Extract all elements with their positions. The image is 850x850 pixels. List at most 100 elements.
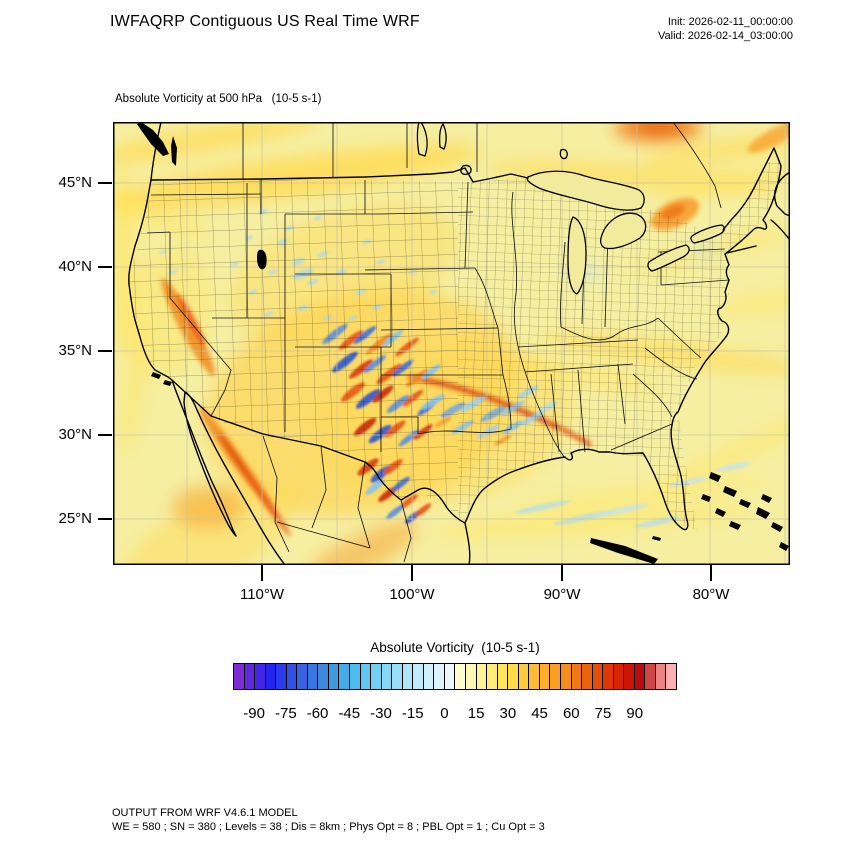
vorticity-blob [515, 500, 571, 514]
lake-erie [647, 244, 690, 272]
valid-time: Valid: 2026-02-14_03:00:00 [658, 30, 793, 42]
vorticity-blob [113, 167, 135, 357]
colorbar-tick-label: -60 [306, 705, 329, 722]
colorbar-cell [276, 664, 287, 689]
colorbar-cell [328, 664, 340, 689]
colorbar-cell [444, 664, 456, 689]
run-times: Init: 2026-02-11_00:00:00 Valid: 2026-02… [658, 15, 793, 43]
lat-label: 25°N [58, 510, 92, 527]
lake-ontario [690, 224, 725, 244]
colorbar-cell [350, 664, 361, 689]
northeast-coast [722, 147, 782, 255]
colorbar-cell [497, 664, 509, 689]
lat-label: 45°N [58, 174, 92, 191]
colorbar-cell [487, 664, 498, 689]
colorbar-cell [666, 664, 676, 689]
vorticity-blob [597, 503, 649, 517]
lon-tick [411, 565, 413, 581]
vorticity-blob [713, 286, 790, 318]
colorbar-cell [371, 664, 382, 689]
colorbar-cell [318, 664, 329, 689]
colorbar-cell [529, 664, 540, 689]
vorticity-blob [235, 457, 291, 537]
lake-huron [599, 212, 647, 250]
colorbar-cell [518, 664, 530, 689]
vorticity-blob [217, 432, 249, 476]
colorbar-cell [234, 664, 245, 689]
great-salt-lake [257, 249, 267, 270]
colorbar-cell [402, 664, 414, 689]
lat-label: 35°N [58, 342, 92, 359]
colorbar-cell [244, 664, 256, 689]
vorticity-blob [513, 477, 773, 511]
colorbar-cell [560, 664, 572, 689]
lat-tick [98, 518, 112, 520]
bahamas [701, 472, 789, 551]
cuba [590, 538, 658, 564]
model-footer-line1: OUTPUT FROM WRF V4.6.1 MODEL [112, 807, 298, 819]
lon-tick [710, 565, 712, 581]
long-island [726, 245, 757, 254]
lake-nipigon [559, 148, 568, 160]
vorticity-blob [414, 503, 432, 517]
national-boundaries [128, 122, 790, 565]
colorbar-tick-label: -30 [370, 705, 392, 722]
colorbar-cell [381, 664, 393, 689]
lakes [416, 122, 725, 295]
colorbar-cell [255, 664, 266, 689]
colorbar-cell [624, 664, 635, 689]
vorticity-blob [121, 317, 149, 457]
vorticity-blob [553, 511, 613, 525]
mexico-gulf-coast [464, 522, 471, 565]
mexico-border-gulf-atlantic-coast [171, 253, 730, 531]
pacific-coast-baja [128, 122, 286, 565]
colorbar-cell [550, 664, 561, 689]
model-footer-line2: WE = 580 ; SN = 380 ; Levels = 38 ; Dis … [112, 821, 545, 833]
vorticity-blob [172, 485, 244, 529]
vorticity-blob [715, 462, 751, 472]
colorbar-cell [307, 664, 319, 689]
lon-label: 110°W [239, 586, 285, 603]
foreign-boundaries [242, 122, 722, 563]
colorbar-cell [508, 664, 519, 689]
model-footer: OUTPUT FROM WRF V4.6.1 MODEL WE = 580 ; … [112, 806, 545, 834]
vorticity-blob [308, 521, 418, 565]
colorbar-cell [655, 664, 667, 689]
vorticity-blob [119, 481, 297, 565]
lon-tick [561, 565, 563, 581]
lat-tick [98, 266, 112, 268]
lake-superior [526, 170, 645, 211]
colorbar-tick-label: 60 [562, 705, 580, 722]
colorbar-cell [476, 664, 488, 689]
colorbar-cell [645, 664, 656, 689]
colorbar-cell [413, 664, 424, 689]
colorbar-cell [392, 664, 403, 689]
colorbar-cell [434, 664, 445, 689]
colorbar-cell [603, 664, 614, 689]
colorbar-tick-label: 0 [440, 705, 449, 722]
lat-tick [98, 350, 112, 352]
colorbar-cell [455, 664, 467, 689]
lon-tick [261, 565, 263, 581]
lake-winnipeg [416, 122, 428, 157]
colorbar-tick-label: -90 [243, 705, 265, 722]
colorbar-cell [592, 664, 604, 689]
colorbar-cell [423, 664, 435, 689]
colorbar-cell [613, 664, 625, 689]
colorbar-swatches [233, 663, 677, 690]
colorbar-tick-label: -15 [401, 705, 424, 722]
colorbar-cell [360, 664, 372, 689]
canada-border [150, 167, 529, 183]
colorbar-tick-label: -45 [338, 705, 361, 722]
vorticity-blob [365, 479, 385, 495]
lon-label: 80°W [692, 586, 730, 603]
lake-michigan [567, 216, 587, 295]
map-plot [113, 122, 790, 565]
vorticity-blob [747, 122, 790, 153]
colorbar-tick-label: 75 [594, 705, 612, 722]
vorticity-blob [386, 504, 404, 520]
colorbar-cell [539, 664, 551, 689]
page-title: IWFAQRP Contiguous US Real Time WRF [110, 13, 420, 30]
colorbar-tick-label: -75 [275, 705, 297, 722]
